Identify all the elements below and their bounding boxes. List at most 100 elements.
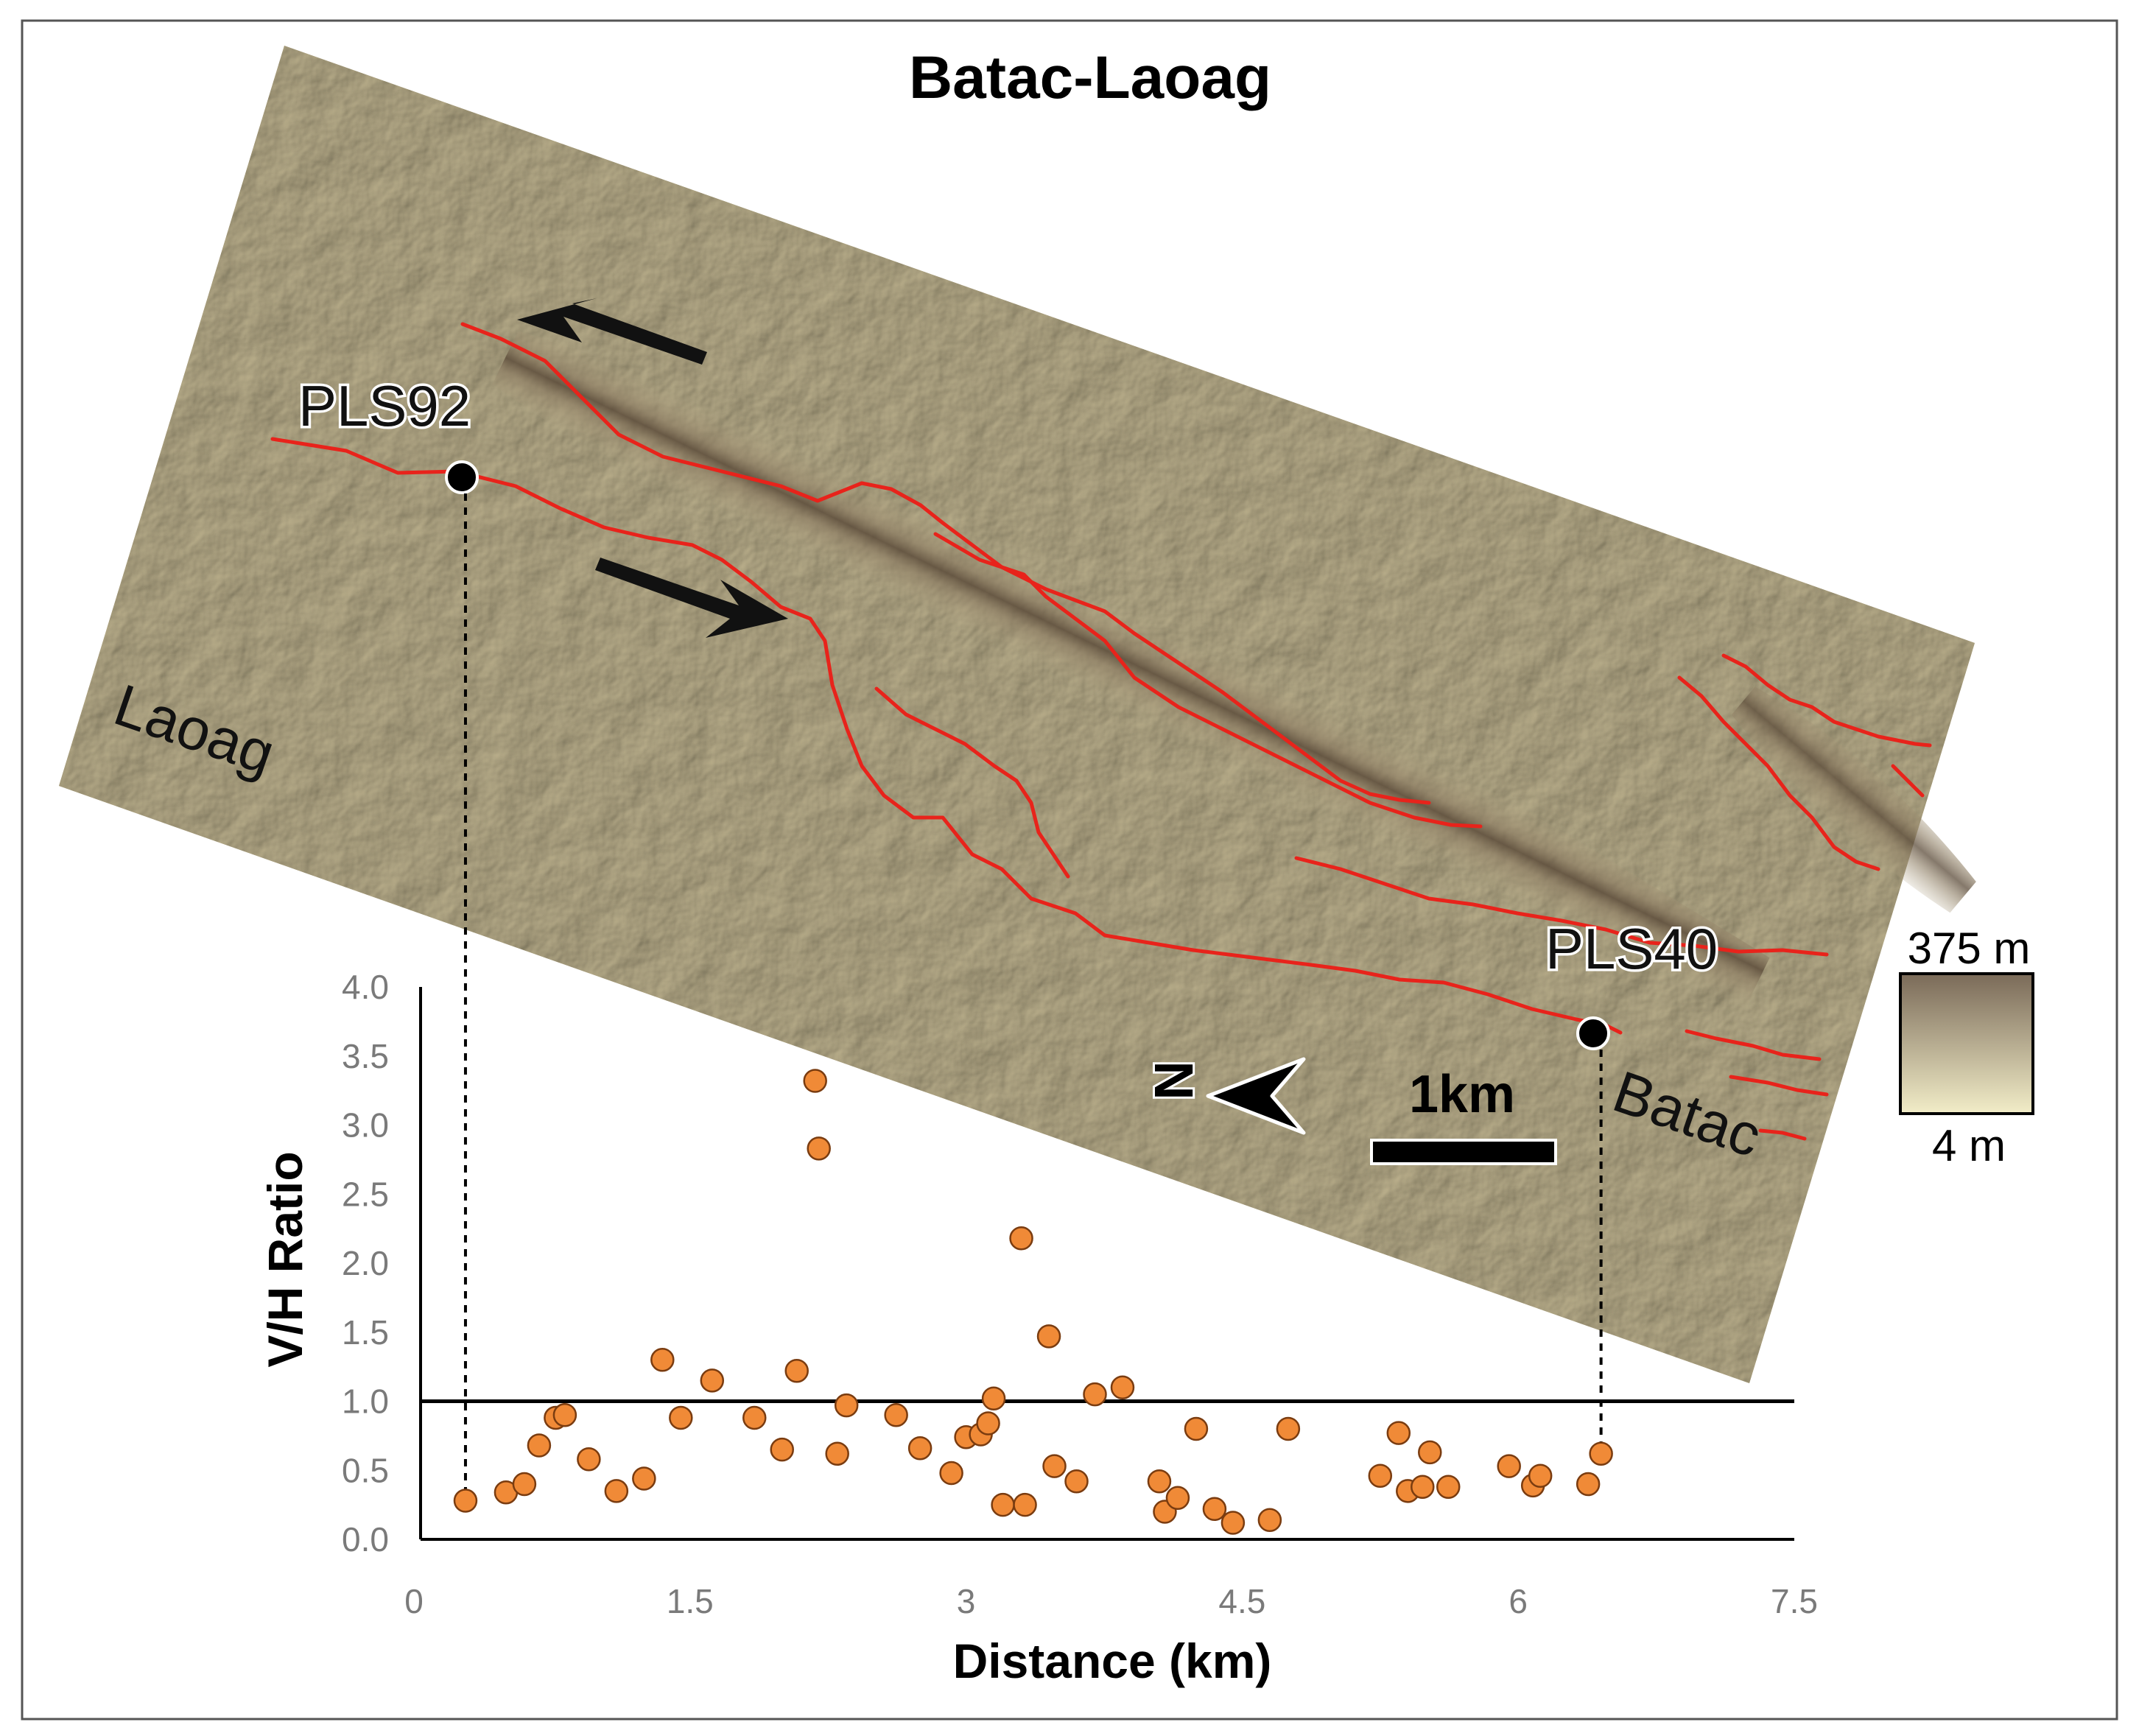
data-point bbox=[1009, 1226, 1033, 1251]
y-tick-label: 1.0 bbox=[342, 1382, 389, 1421]
elevation-color-ramp bbox=[1899, 972, 2034, 1115]
data-point bbox=[803, 1069, 827, 1093]
data-point bbox=[669, 1405, 693, 1430]
data-point bbox=[1589, 1441, 1613, 1466]
slip-arrow-east-icon bbox=[595, 558, 788, 638]
station-pls92: PLS92 bbox=[296, 371, 479, 494]
y-tick-label: 3.0 bbox=[342, 1106, 389, 1145]
data-point bbox=[552, 1403, 577, 1427]
data-point bbox=[1083, 1382, 1107, 1407]
data-point bbox=[577, 1447, 601, 1472]
data-point bbox=[770, 1437, 794, 1462]
figure-title: Batac-Laoag bbox=[909, 44, 1271, 111]
data-point bbox=[453, 1489, 478, 1513]
data-point bbox=[1042, 1454, 1067, 1478]
data-point bbox=[884, 1403, 908, 1427]
fault-line bbox=[1677, 675, 1880, 871]
data-point bbox=[784, 1359, 809, 1383]
scale-bar: 1km bbox=[1370, 1065, 1557, 1165]
x-tick-label: 6 bbox=[1508, 1582, 1528, 1620]
station-pls40: PLS40 bbox=[1543, 914, 1721, 1050]
data-point bbox=[939, 1461, 963, 1486]
fault-line bbox=[1729, 1075, 1829, 1097]
elevation-max-label: 375 m bbox=[1908, 924, 2031, 973]
data-point bbox=[825, 1441, 849, 1466]
fault-line bbox=[933, 532, 1483, 829]
y-tick-label: 3.5 bbox=[342, 1037, 389, 1075]
data-point bbox=[991, 1492, 1015, 1517]
fault-lines bbox=[270, 322, 1932, 1141]
data-point bbox=[976, 1411, 1000, 1435]
x-tick-label: 1.5 bbox=[667, 1582, 714, 1620]
data-points bbox=[453, 1069, 1613, 1535]
data-point bbox=[1013, 1492, 1037, 1517]
data-point bbox=[700, 1368, 725, 1393]
fault-line bbox=[1758, 1128, 1807, 1141]
data-point bbox=[650, 1348, 675, 1372]
data-point bbox=[1418, 1440, 1442, 1465]
station-marker-pls92 bbox=[445, 460, 479, 494]
data-point bbox=[527, 1433, 552, 1458]
scale-label: 1km bbox=[1409, 1065, 1515, 1124]
data-point bbox=[1184, 1416, 1209, 1441]
y-tick-label: 2.5 bbox=[342, 1175, 389, 1213]
data-point bbox=[807, 1136, 831, 1161]
fault-line bbox=[1294, 856, 1829, 957]
fault-line bbox=[1891, 764, 1925, 798]
elevation-legend: 375 m 4 m bbox=[1899, 924, 2034, 1170]
fault-line bbox=[460, 322, 1431, 805]
fault-line bbox=[1685, 1029, 1822, 1061]
x-tick-label: 3 bbox=[957, 1582, 976, 1620]
data-point bbox=[742, 1405, 767, 1430]
map-panel: PLS92 PLS40 Laoag Batac N 1km bbox=[59, 46, 1976, 1383]
data-point bbox=[1368, 1463, 1393, 1488]
y-tick-label: 4.0 bbox=[342, 968, 389, 1006]
y-tick-label: 1.5 bbox=[342, 1313, 389, 1352]
y-axis-label: V/H Ratio bbox=[258, 1151, 312, 1367]
data-point bbox=[981, 1386, 1006, 1410]
station-guides bbox=[463, 493, 1603, 1489]
data-point bbox=[1386, 1421, 1411, 1445]
data-point bbox=[1576, 1472, 1601, 1497]
elevation-min-label: 4 m bbox=[1932, 1121, 2006, 1170]
station-label-pls40: PLS40 bbox=[1545, 916, 1718, 981]
data-point bbox=[1165, 1486, 1190, 1510]
y-tick-label: 0.5 bbox=[342, 1451, 389, 1489]
data-point bbox=[907, 1436, 932, 1461]
vh-ratio-chart: 0.0 0.5 1.0 1.5 2.0 2.5 3.0 3.5 4.0 0 1.5 3 4.5 6 7.5… bbox=[258, 493, 1818, 1688]
north-label: N bbox=[1143, 1061, 1204, 1100]
data-point bbox=[1497, 1454, 1521, 1478]
x-tick-labels: 0 1.5 3 4.5 6 7.5 bbox=[404, 1582, 1818, 1620]
data-point bbox=[1411, 1475, 1435, 1499]
data-point bbox=[604, 1479, 629, 1503]
north-arrow: N bbox=[1141, 1057, 1306, 1135]
x-tick-label: 4.5 bbox=[1218, 1582, 1265, 1620]
ridge-band-east bbox=[1731, 686, 1976, 913]
x-axis-label: Distance (km) bbox=[953, 1634, 1272, 1688]
data-point bbox=[1202, 1497, 1227, 1521]
data-point bbox=[1528, 1463, 1553, 1488]
x-tick-label: 0 bbox=[404, 1582, 424, 1620]
data-point bbox=[1110, 1375, 1135, 1399]
north-arrow-icon bbox=[1206, 1057, 1306, 1135]
fault-line bbox=[874, 686, 1070, 879]
data-point bbox=[1436, 1475, 1461, 1499]
data-point bbox=[1257, 1508, 1282, 1532]
fault-line bbox=[1721, 653, 1932, 748]
data-point bbox=[1036, 1324, 1061, 1349]
y-tick-label: 2.0 bbox=[342, 1244, 389, 1282]
station-marker-pls40 bbox=[1576, 1016, 1610, 1050]
data-point bbox=[632, 1466, 656, 1491]
data-point bbox=[512, 1472, 537, 1497]
slip-arrows bbox=[517, 298, 788, 638]
fault-line bbox=[270, 437, 1623, 1035]
y-tick-label: 0.0 bbox=[342, 1520, 389, 1558]
data-point bbox=[1220, 1511, 1246, 1535]
scale-bar-line bbox=[1370, 1139, 1557, 1165]
data-point bbox=[1276, 1416, 1301, 1441]
data-point bbox=[834, 1393, 859, 1418]
station-label-pls92: PLS92 bbox=[298, 373, 471, 438]
data-point bbox=[1147, 1469, 1172, 1494]
data-point bbox=[1064, 1469, 1089, 1494]
